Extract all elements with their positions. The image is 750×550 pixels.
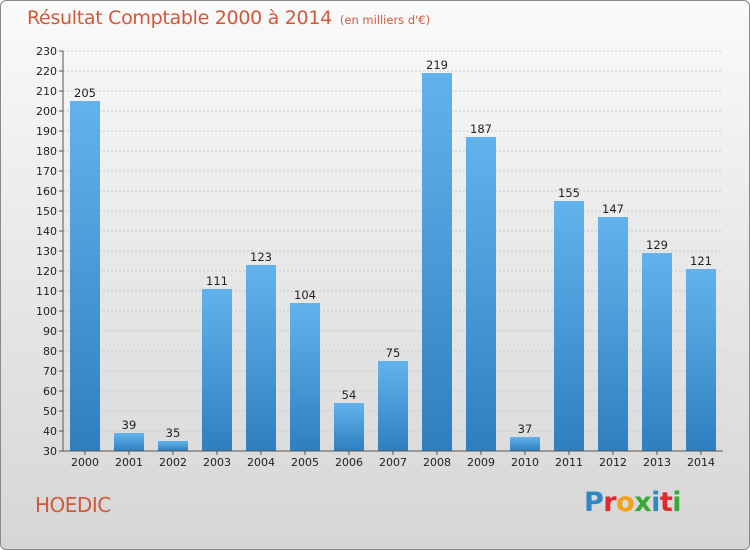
chart-unit-text: (en milliers d'€) (339, 13, 431, 27)
y-tick-label: 140 (36, 225, 57, 238)
y-tick-label: 150 (36, 205, 57, 218)
data-label-2001: 39 (122, 418, 137, 432)
data-label-2010: 37 (518, 422, 533, 436)
logo-letter: P (584, 487, 604, 518)
chart-title-text: Résultat Comptable 2000 à 2014 (27, 7, 332, 29)
y-tick-label: 30 (43, 445, 57, 458)
data-label-2000: 205 (74, 86, 96, 100)
bar-2005 (290, 303, 320, 451)
x-tick-label-2007: 2007 (379, 456, 407, 469)
bar-2004 (246, 265, 276, 451)
proxiti-logo[interactable]: Proxiti (584, 487, 682, 518)
bar-2006 (334, 403, 364, 451)
bar-2014 (686, 269, 716, 451)
data-label-2012: 147 (602, 202, 624, 216)
logo-letter: x (634, 487, 652, 518)
data-label-2013: 129 (646, 238, 668, 252)
bar-2001 (114, 433, 144, 451)
y-tick-label: 130 (36, 245, 57, 258)
bar-2003 (202, 289, 232, 451)
data-label-2014: 121 (690, 254, 712, 268)
bar-2007 (378, 361, 408, 451)
y-tick-label: 170 (36, 165, 57, 178)
data-label-2006: 54 (342, 388, 357, 402)
y-tick-label: 230 (36, 45, 57, 58)
logo-letter: t (659, 487, 673, 518)
axes (59, 50, 723, 455)
x-tick-label-2004: 2004 (247, 456, 275, 469)
y-tick-label: 100 (36, 305, 57, 318)
data-label-2011: 155 (558, 186, 580, 200)
bar-2000 (70, 101, 100, 451)
logo-letter: o (616, 487, 635, 518)
y-tick-label: 200 (36, 105, 57, 118)
x-tick-label-2001: 2001 (115, 456, 143, 469)
y-tick-label: 60 (43, 385, 57, 398)
y-tick-label: 70 (43, 365, 57, 378)
y-tick-label: 80 (43, 345, 57, 358)
grid-lines (63, 50, 723, 452)
y-tick-label: 160 (36, 185, 57, 198)
y-tick-label: 120 (36, 265, 57, 278)
x-tick-label-2013: 2013 (643, 456, 671, 469)
x-tick-label-2003: 2003 (203, 456, 231, 469)
x-tick-label-2008: 2008 (423, 456, 451, 469)
x-tick-label-2006: 2006 (335, 456, 363, 469)
logo-letter: i (672, 487, 682, 518)
commune-name: HOEDIC (35, 493, 111, 517)
y-tick-label: 190 (36, 125, 57, 138)
data-label-2003: 111 (206, 274, 228, 288)
bars (70, 73, 716, 451)
bar-2012 (598, 217, 628, 451)
bar-2009 (466, 137, 496, 451)
y-tick-label: 210 (36, 85, 57, 98)
logo-letter: i (651, 487, 660, 518)
y-tick-label: 110 (36, 285, 57, 298)
bar-2013 (642, 253, 672, 451)
y-tick-label: 90 (43, 325, 57, 338)
logo-letter: r (603, 487, 617, 518)
x-tick-label-2010: 2010 (511, 456, 539, 469)
x-tick-label-2011: 2011 (555, 456, 583, 469)
y-tick-label: 40 (43, 425, 57, 438)
y-tick-label: 220 (36, 65, 57, 78)
y-tick-label: 50 (43, 405, 57, 418)
x-tick-label-2014: 2014 (687, 456, 715, 469)
data-label-2005: 104 (294, 288, 316, 302)
data-label-2004: 123 (250, 250, 272, 264)
x-tick-label-2002: 2002 (159, 456, 187, 469)
labels: 30 40 50 60 70 80 90 100 110 120 130 140 150 160 170 18… (36, 45, 715, 469)
y-tick-label: 180 (36, 145, 57, 158)
x-tick-label-2005: 2005 (291, 456, 319, 469)
x-tick-label-2000: 2000 (71, 456, 99, 469)
bar-2010 (510, 437, 540, 451)
data-label-2009: 187 (470, 122, 492, 136)
bar-2011 (554, 201, 584, 451)
data-label-2002: 35 (166, 426, 181, 440)
x-tick-label-2012: 2012 (599, 456, 627, 469)
data-label-2007: 75 (386, 346, 401, 360)
chart-title: Résultat Comptable 2000 à 2014 (en millie… (27, 7, 430, 29)
bar-2008 (422, 73, 452, 451)
bar-2002 (158, 441, 188, 451)
x-tick-label-2009: 2009 (467, 456, 495, 469)
data-label-2008: 219 (426, 58, 448, 72)
